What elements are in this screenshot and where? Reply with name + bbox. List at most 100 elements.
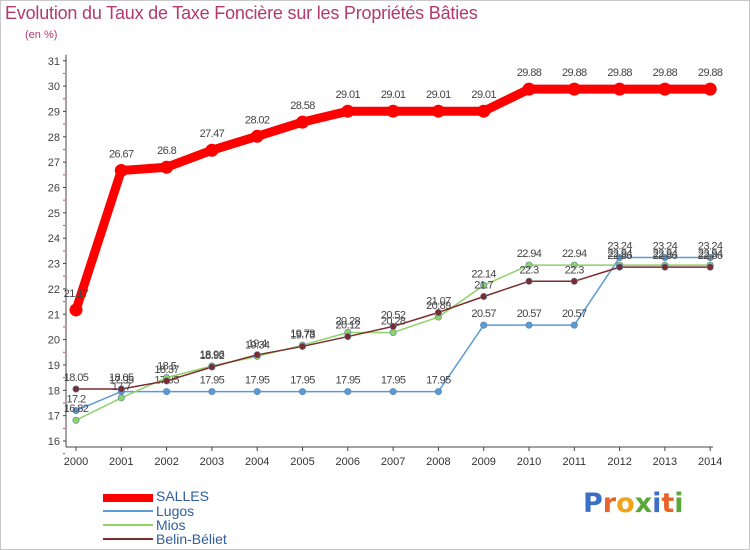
data-label: 22.86	[607, 250, 632, 262]
data-label: 17.95	[426, 375, 451, 387]
data-point	[480, 321, 488, 329]
data-point	[72, 407, 80, 415]
legend-item-lugos: Lugos	[103, 503, 303, 520]
data-label: 23.24	[698, 240, 723, 252]
data-label: 29.01	[471, 89, 496, 101]
data-label: 23.24	[653, 240, 678, 252]
data-label: 17.95	[336, 375, 361, 387]
brand-letter: i	[652, 488, 662, 519]
data-point	[480, 293, 488, 301]
data-point	[658, 82, 672, 96]
data-label: 18.96	[200, 349, 225, 361]
data-point	[69, 303, 83, 317]
data-point	[117, 385, 125, 393]
data-label: 26.8	[157, 145, 176, 157]
data-label: 18.92	[200, 350, 225, 362]
data-label: 20.57	[562, 308, 587, 320]
x-tick-label: 2013	[653, 456, 677, 468]
data-label: 19.73	[290, 329, 315, 341]
data-point	[72, 385, 80, 393]
data-label: 21.7	[474, 280, 493, 292]
brand-letter: i	[674, 488, 684, 519]
data-point	[477, 104, 491, 118]
data-label: 29.88	[698, 67, 723, 79]
data-label: 17.95	[290, 375, 315, 387]
brand-letter: x	[634, 488, 653, 519]
data-label: 16.82	[64, 403, 89, 415]
data-label: 17.95	[245, 375, 270, 387]
x-tick-label: 2004	[245, 456, 269, 468]
legend-swatch	[103, 510, 153, 512]
data-label: 19.78	[290, 328, 315, 340]
data-point	[706, 263, 714, 271]
data-point	[567, 82, 581, 96]
chart-title: Evolution du Taux de Taxe Foncière sur l…	[5, 3, 478, 23]
data-point	[570, 261, 578, 269]
x-tick-label: 2000	[64, 456, 88, 468]
legend-swatch	[103, 538, 153, 540]
data-label: 26.67	[109, 149, 134, 161]
data-label: 22.94	[562, 248, 587, 260]
data-point	[434, 388, 442, 396]
data-point	[525, 321, 533, 329]
data-label: 22.94	[607, 248, 632, 260]
data-point	[253, 388, 261, 396]
series-line-mios	[75, 264, 711, 421]
data-point	[296, 115, 309, 129]
data-point	[298, 342, 306, 350]
data-point	[208, 388, 216, 396]
series-line-salles	[71, 84, 715, 315]
data-label: 21.07	[426, 295, 451, 307]
y-tick-label: 31	[48, 56, 60, 68]
data-label: 29.88	[517, 67, 542, 79]
y-tick-label: 17	[48, 411, 60, 423]
brand-letter: o	[616, 488, 635, 519]
data-label: 27.47	[200, 128, 225, 140]
data-point	[163, 377, 171, 385]
data-label: 18.05	[64, 372, 89, 384]
data-point	[163, 388, 171, 396]
chart-subtitle: (en %)	[25, 29, 58, 41]
data-label: 22.94	[698, 248, 723, 260]
data-point	[208, 363, 216, 371]
data-point	[431, 104, 445, 118]
data-point	[253, 351, 261, 359]
y-tick-label: 23	[48, 259, 60, 271]
data-label: 17.95	[381, 375, 406, 387]
data-point	[344, 333, 352, 341]
legend-swatch	[103, 524, 153, 526]
y-tick-label: 24	[48, 233, 60, 245]
data-point	[525, 277, 533, 285]
data-point	[661, 263, 669, 271]
y-tick-label: 29	[48, 106, 60, 118]
data-point	[570, 321, 578, 329]
brand-letter: P	[583, 488, 603, 519]
legend-item-belin-beliet: Belin-Béliet	[103, 531, 303, 548]
data-point	[117, 394, 125, 402]
brand-logo: Proxiti	[583, 488, 684, 519]
legend-item-mios: Mios	[103, 517, 303, 534]
x-tick-label: 2005	[290, 456, 314, 468]
data-label: 17.2	[66, 394, 85, 406]
data-label: 20.52	[381, 309, 406, 321]
data-label: 22.86	[653, 250, 678, 262]
data-label: 22.3	[565, 264, 584, 276]
data-label: 22.94	[653, 248, 678, 260]
x-tick-label: 2008	[426, 456, 450, 468]
legend-label: SALLES	[156, 488, 209, 504]
brand-letter: r	[602, 488, 617, 519]
y-tick-label: 26	[48, 183, 60, 195]
data-point	[522, 82, 536, 96]
y-tick-label: 21	[48, 309, 60, 321]
data-point	[341, 104, 355, 118]
legend-label: Lugos	[156, 503, 195, 519]
data-point	[389, 388, 397, 396]
legend-item-salles: SALLES	[103, 488, 303, 505]
data-label: 22.3	[519, 264, 538, 276]
legend-label: Mios	[156, 517, 186, 533]
data-label: 22.94	[517, 248, 542, 260]
y-tick-label: 22	[48, 284, 60, 296]
y-tick-label: 18	[48, 385, 60, 397]
